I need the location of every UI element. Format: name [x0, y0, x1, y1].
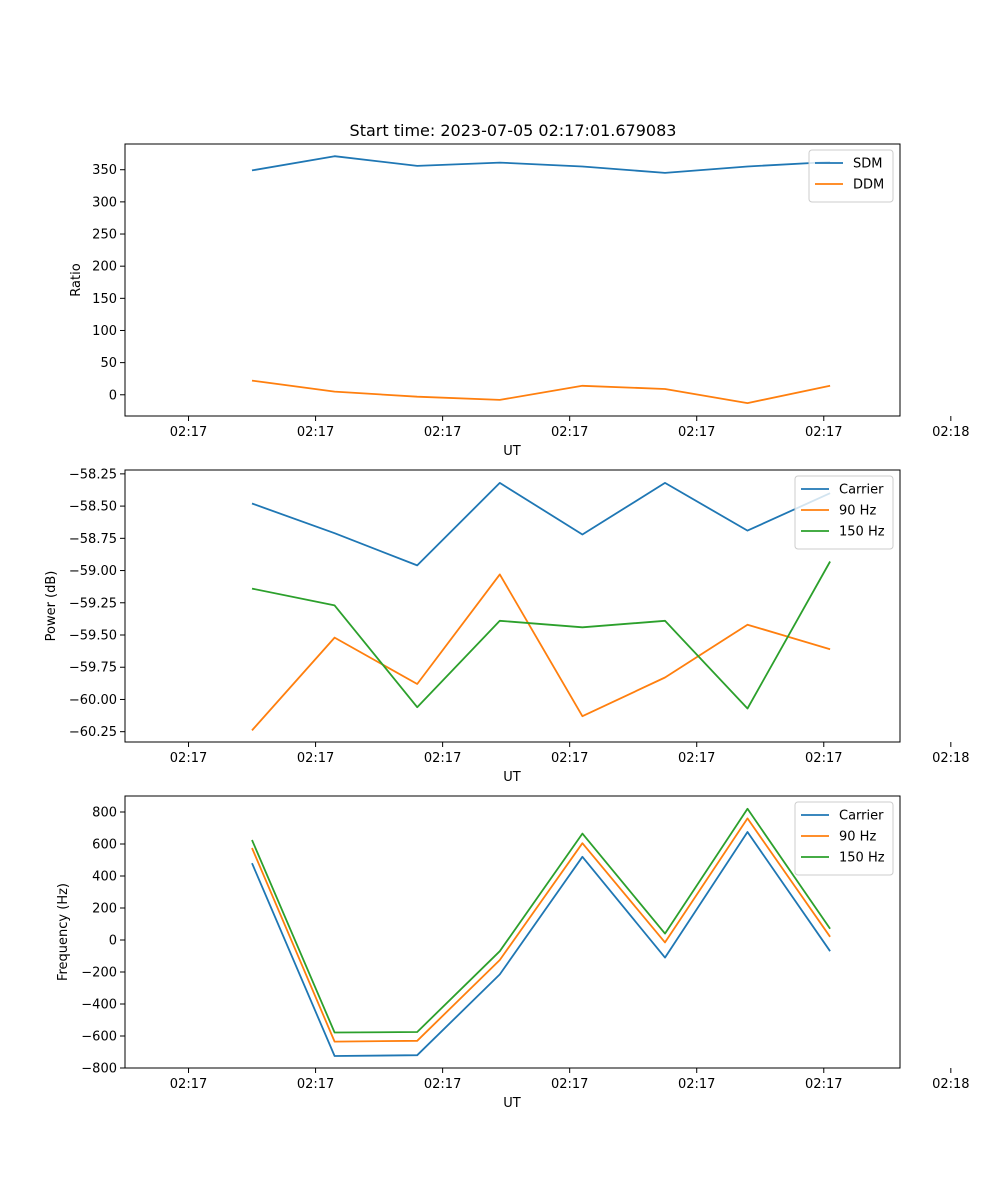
axes-frame	[124, 469, 901, 743]
x-tick-label: 02:17	[805, 1077, 842, 1092]
x-tick-label: 02:17	[424, 1077, 461, 1092]
x-tick-label: 02:17	[551, 425, 588, 440]
x-tick-label: 02:17	[170, 751, 207, 766]
y-tick-label: 350	[92, 163, 117, 178]
y-tick-label: 800	[92, 806, 117, 821]
y-tick-label: −600	[81, 1030, 117, 1045]
legend-label: 150 Hz	[839, 525, 885, 540]
chart-panel-3: 02:17 02:17 02:17 02:17 02:17 02:17 02:18 −800 −…	[56, 795, 970, 1111]
legend-label: DDM	[853, 178, 884, 193]
x-axis-label: UT	[503, 444, 521, 459]
axes-frame	[124, 795, 901, 1069]
x-tick-label: 02:17	[424, 425, 461, 440]
legend-label: Carrier	[839, 809, 884, 824]
y-tick-label: −59.75	[69, 661, 117, 676]
series-line-90-hz	[251, 817, 831, 1043]
y-tick-label: 250	[92, 228, 117, 243]
legend-label: SDM	[853, 157, 882, 172]
y-tick-label: −59.00	[69, 564, 117, 579]
series-line-150-hz	[251, 561, 831, 710]
series-line-carrier	[251, 481, 831, 567]
x-tick-label: 02:17	[297, 425, 334, 440]
series-line-sdm	[251, 155, 831, 174]
series-line-150-hz	[251, 807, 831, 1034]
figure-title: Start time: 2023-07-05 02:17:01.679083	[350, 121, 677, 140]
x-tick-label: 02:17	[678, 1077, 715, 1092]
x-tick-label: 02:17	[678, 425, 715, 440]
y-tick-label: −58.75	[69, 532, 117, 547]
y-tick-label: −59.25	[69, 596, 117, 611]
y-tick-label: 0	[109, 934, 117, 949]
x-tick-label: 02:17	[170, 425, 207, 440]
y-tick-label: 400	[92, 870, 117, 885]
x-axis-label: UT	[503, 1096, 521, 1111]
x-tick-label: 02:17	[678, 751, 715, 766]
x-tick-label: 02:17	[297, 751, 334, 766]
x-tick-label: 02:17	[297, 1077, 334, 1092]
y-tick-label: 200	[92, 260, 117, 275]
chart-panel-1: 02:17 02:17 02:17 02:17 02:17 02:17 02:18 0 50 10…	[69, 143, 970, 459]
y-tick-label: −60.00	[69, 693, 117, 708]
series-line-carrier	[251, 831, 831, 1057]
y-tick-label: −60.25	[69, 725, 117, 740]
y-tick-label: −400	[81, 998, 117, 1013]
x-tick-label: 02:18	[932, 751, 969, 766]
y-tick-label: 200	[92, 902, 117, 917]
y-tick-label: 600	[92, 838, 117, 853]
y-tick-label: 0	[109, 388, 117, 403]
y-tick-label: −59.50	[69, 629, 117, 644]
legend-label: 90 Hz	[839, 504, 876, 519]
x-tick-label: 02:17	[551, 751, 588, 766]
x-tick-label: 02:18	[932, 425, 969, 440]
x-tick-label: 02:17	[805, 751, 842, 766]
x-tick-label: 02:17	[805, 425, 842, 440]
legend: SDM DDM	[808, 149, 894, 203]
legend-label: 150 Hz	[839, 851, 885, 866]
y-tick-label: −58.50	[69, 500, 117, 515]
x-tick-label: 02:17	[170, 1077, 207, 1092]
legend-label: 90 Hz	[839, 830, 876, 845]
y-axis-label: Frequency (Hz)	[56, 883, 71, 981]
y-axis-label: Ratio	[69, 263, 84, 296]
y-tick-label: −200	[81, 966, 117, 981]
y-tick-label: 100	[92, 324, 117, 339]
legend-label: Carrier	[839, 483, 884, 498]
legend: Carrier 90 Hz 150 Hz	[794, 475, 894, 550]
y-axis-label: Power (dB)	[44, 571, 59, 642]
y-tick-label: 300	[92, 195, 117, 210]
series-line-ddm	[251, 379, 831, 405]
axes-frame	[124, 143, 901, 417]
y-tick-label: 150	[92, 292, 117, 307]
legend: Carrier 90 Hz 150 Hz	[794, 801, 894, 876]
x-axis-label: UT	[503, 770, 521, 785]
series-line-90-hz	[251, 573, 831, 731]
chart-panel-2: 02:17 02:17 02:17 02:17 02:17 02:17 02:18 −60.2…	[44, 467, 970, 785]
y-tick-label: −58.25	[69, 467, 117, 482]
y-tick-label: 50	[100, 356, 117, 371]
y-tick-label: −800	[81, 1062, 117, 1077]
x-tick-label: 02:17	[551, 1077, 588, 1092]
x-tick-label: 02:18	[932, 1077, 969, 1092]
x-tick-label: 02:17	[424, 751, 461, 766]
